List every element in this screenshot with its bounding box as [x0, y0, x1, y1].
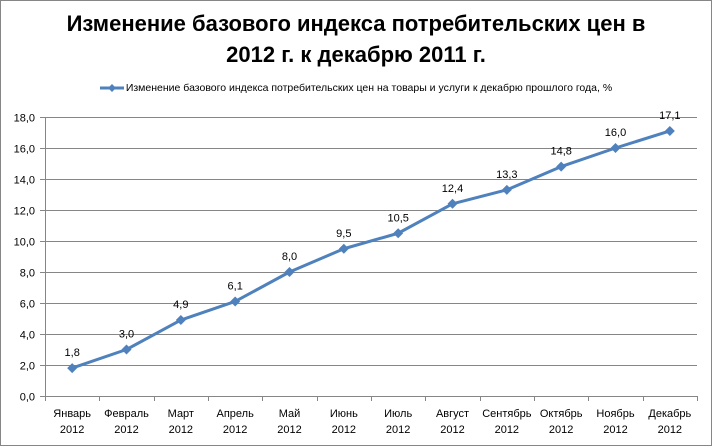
x-tick-label: Июнь 2012: [330, 408, 358, 436]
x-tick-label: Май 2012: [277, 408, 301, 436]
data-label: 6,1: [228, 280, 243, 292]
data-label: 14,8: [550, 146, 571, 158]
x-tick-label: Июль 2012: [384, 408, 412, 436]
gridlines: [45, 117, 697, 366]
diamond-marker-icon: [230, 296, 241, 307]
diamond-marker-icon: [175, 315, 186, 326]
diamond-marker-icon: [447, 198, 458, 209]
series-line: [71, 129, 671, 370]
data-label: 4,9: [173, 299, 188, 311]
x-tick-label: Ноябрь 2012: [596, 408, 634, 436]
chart-title: Изменение базового индекса потребительск…: [0, 8, 712, 70]
x-tick-label: Сентябрь 2012: [482, 408, 532, 436]
y-tick-label: 6,0: [20, 299, 35, 311]
axes: [40, 117, 698, 401]
x-tick-label: Декабрь 2012: [648, 408, 691, 436]
x-tick-label: Апрель 2012: [217, 408, 255, 436]
data-label: 10,5: [387, 212, 408, 224]
data-series: [67, 125, 675, 374]
diamond-marker-icon: [393, 228, 404, 239]
y-tick-label: 16,0: [14, 144, 35, 156]
x-tick-label: Январь 2012: [53, 408, 91, 436]
diamond-marker-icon: [556, 161, 567, 172]
y-tick-label: 2,0: [20, 361, 35, 373]
y-tick-label: 0,0: [20, 392, 35, 404]
x-axis-labels: Январь 2012 Февраль 2012 Март 2012 Апрель 2012 М…: [53, 408, 691, 436]
legend-label: Изменение базового индекса потребительск…: [125, 82, 613, 94]
data-label: 12,4: [442, 183, 463, 195]
data-label: 17,1: [659, 110, 680, 122]
diamond-marker-icon: [67, 363, 78, 374]
chart-legend: Изменение базового индекса потребительск…: [0, 82, 712, 94]
diamond-marker-icon: [284, 267, 295, 277]
chart-title-line-1: Изменение базового индекса потребительск…: [66, 11, 646, 36]
diamond-marker-icon: [610, 143, 621, 153]
x-tick-label: Август 2012: [436, 408, 469, 436]
data-label: 9,5: [336, 228, 351, 240]
data-label: 16,0: [605, 127, 626, 139]
y-axis-labels: 0,0 2,0 4,0 6,0 8,0 10,0 12,0 14,0 16,0 18,0: [14, 113, 35, 404]
data-labels: 1,8 3,0 4,9 6,1 8,0 9,5 10,5 12,4 13,3 14,8 16,0 17…: [65, 110, 681, 359]
legend-line-diamond-icon: [99, 83, 124, 93]
y-tick-label: 8,0: [20, 268, 35, 280]
y-tick-label: 4,0: [20, 330, 35, 342]
y-tick-label: 10,0: [14, 237, 35, 249]
data-label: 13,3: [496, 169, 517, 181]
y-tick-label: 14,0: [14, 175, 35, 187]
chart-title-line-2: 2012 г. к декабрю 2011 г.: [226, 42, 486, 67]
diamond-marker-icon: [501, 184, 512, 195]
data-label: 3,0: [119, 329, 134, 341]
data-label: 8,0: [282, 251, 297, 263]
diamond-marker-icon: [121, 344, 132, 355]
x-tick-label: Октябрь 2012: [540, 408, 583, 436]
data-label: 1,8: [65, 347, 80, 359]
x-tick-label: Февраль 2012: [104, 408, 149, 436]
y-tick-label: 12,0: [14, 206, 35, 218]
y-tick-label: 18,0: [14, 113, 35, 125]
x-tick-label: Март 2012: [168, 408, 194, 436]
diamond-marker-icon: [338, 243, 349, 254]
diamond-marker-icon: [664, 125, 675, 136]
